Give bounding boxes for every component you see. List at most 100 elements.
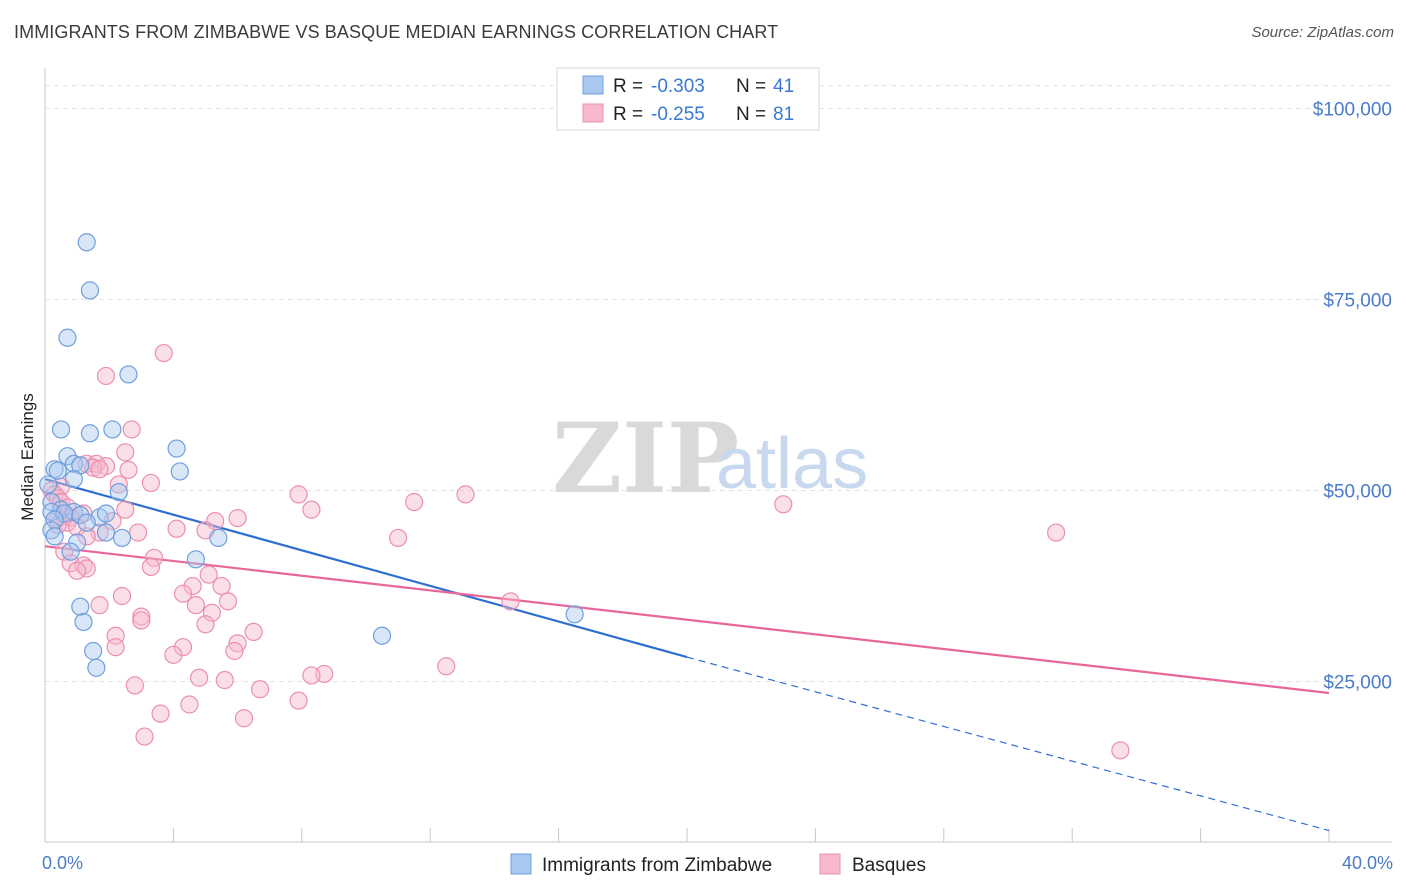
point-basques <box>774 495 793 514</box>
point-zimbabwe <box>77 513 96 532</box>
point-basques <box>141 557 161 577</box>
legend-swatch-basques <box>582 103 604 123</box>
point-basques <box>173 638 193 657</box>
point-zimbabwe <box>109 482 128 502</box>
point-zimbabwe <box>39 475 58 494</box>
bottom-legend-label-basques: Basques <box>852 855 926 876</box>
point-basques <box>116 500 135 519</box>
y-tick-label: $50,000 <box>1323 482 1392 503</box>
point-basques <box>302 666 321 685</box>
point-zimbabwe <box>51 420 71 439</box>
watermark-atlas: atlas <box>716 424 868 504</box>
legend-r-label-basques: R = <box>613 104 643 125</box>
point-zimbabwe <box>170 462 189 481</box>
point-zimbabwe <box>84 641 103 661</box>
point-zimbabwe <box>58 447 77 466</box>
legend-n-value-zimbabwe: 41 <box>773 76 794 97</box>
point-basques <box>173 584 193 603</box>
point-basques <box>151 704 170 723</box>
point-basques <box>244 622 263 642</box>
gridlines <box>45 85 1392 683</box>
y-tick-label: $100,000 <box>1313 100 1392 121</box>
data-points <box>39 233 1130 760</box>
point-basques <box>128 523 148 542</box>
point-basques <box>55 542 74 561</box>
point-basques <box>122 420 141 439</box>
point-basques <box>90 596 109 615</box>
legend-r-label-zimbabwe: R = <box>613 76 643 97</box>
point-zimbabwe <box>64 470 83 489</box>
trendline-basques <box>44 545 1330 695</box>
bottom-legend-swatch-basques <box>819 853 841 875</box>
point-basques <box>215 670 234 690</box>
point-zimbabwe <box>74 612 93 632</box>
correlation-legend: R = -0.303 N = 41 R = -0.255 N = 81 <box>556 67 820 131</box>
bottom-legend-label-zimbabwe: Immigrants from Zimbabwe <box>542 855 772 876</box>
point-basques <box>125 676 144 695</box>
point-basques <box>67 561 87 580</box>
point-basques <box>218 592 238 611</box>
x-tick-label-max: 40.0% <box>1342 853 1393 873</box>
point-zimbabwe <box>103 420 122 439</box>
point-basques <box>212 576 231 596</box>
trendline-zimbabwe-extrapolated <box>686 656 1330 832</box>
point-basques <box>202 603 222 622</box>
point-zimbabwe <box>77 233 96 252</box>
point-basques <box>132 611 151 630</box>
point-zimbabwe <box>565 605 584 624</box>
series-legend: Immigrants from Zimbabwe Basques <box>510 853 926 876</box>
legend-swatch-zimbabwe <box>582 75 604 95</box>
x-tick-label-min: 0.0% <box>42 853 83 873</box>
point-zimbabwe <box>67 533 87 552</box>
point-zimbabwe <box>119 365 138 384</box>
point-basques <box>154 343 173 363</box>
point-basques <box>109 475 128 494</box>
point-basques <box>302 500 321 519</box>
point-basques <box>180 695 199 714</box>
point-basques <box>228 508 247 528</box>
point-basques <box>135 727 154 746</box>
legend-r-value-zimbabwe: -0.303 <box>651 76 705 97</box>
chart-title: IMMIGRANTS FROM ZIMBABWE VS BASQUE MEDIA… <box>14 22 779 42</box>
point-basques <box>234 709 254 728</box>
point-zimbabwe <box>48 461 67 480</box>
point-basques <box>96 366 116 386</box>
point-basques <box>116 443 135 462</box>
point-basques <box>112 586 132 606</box>
point-zimbabwe <box>167 439 186 458</box>
point-basques <box>456 485 475 504</box>
point-basques <box>289 691 308 710</box>
point-zimbabwe <box>45 527 64 546</box>
point-zimbabwe <box>80 424 100 443</box>
legend-r-value-basques: -0.255 <box>651 104 705 125</box>
axes <box>44 68 1392 843</box>
y-tick-label: $75,000 <box>1323 291 1392 312</box>
point-zimbabwe <box>61 542 80 561</box>
point-zimbabwe <box>186 550 205 569</box>
point-zimbabwe <box>209 528 228 548</box>
point-zimbabwe <box>55 504 74 523</box>
legend-n-value-basques: 81 <box>773 104 794 125</box>
point-basques <box>189 668 209 687</box>
x-tick-labels: 0.0% 40.0% <box>42 853 1393 873</box>
source-credit: Source: ZipAtlas.com <box>1251 24 1394 41</box>
point-basques <box>225 641 244 661</box>
y-tick-labels: $25,000 $50,000 $75,000 $100,000 <box>1313 100 1392 694</box>
point-zimbabwe <box>42 492 61 512</box>
trendline-zimbabwe <box>44 478 688 659</box>
bottom-legend-swatch-zimbabwe <box>510 853 532 875</box>
point-basques <box>250 680 270 699</box>
y-axis-label: Median Earnings <box>18 393 37 521</box>
point-basques <box>437 657 456 676</box>
point-basques <box>501 592 520 611</box>
legend-n-label-zimbabwe: N = <box>736 76 766 97</box>
point-basques <box>289 485 308 504</box>
point-zimbabwe <box>71 597 90 616</box>
point-basques <box>199 565 218 584</box>
point-basques <box>389 528 408 548</box>
point-basques <box>405 492 424 512</box>
point-basques <box>141 473 161 493</box>
point-zimbabwe <box>372 626 392 645</box>
point-basques <box>196 615 215 634</box>
